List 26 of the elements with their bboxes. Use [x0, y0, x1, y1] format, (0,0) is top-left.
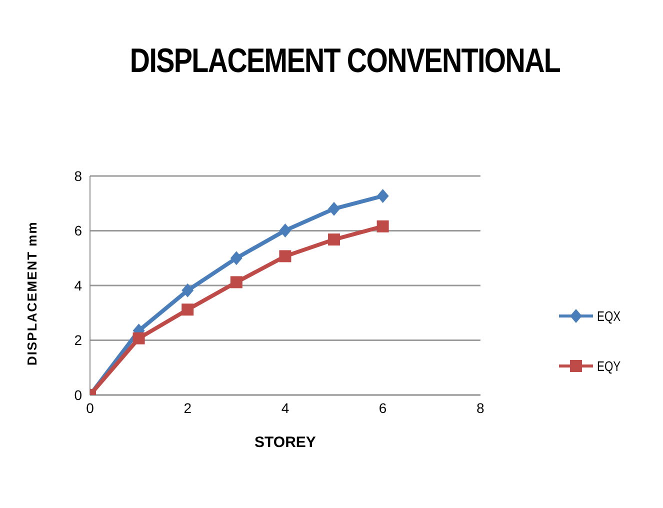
- legend-label: EQX: [597, 308, 622, 324]
- x-tick-label: 8: [476, 400, 485, 416]
- y-tick-label: 4: [74, 277, 82, 294]
- point: [182, 304, 194, 316]
- point: [328, 202, 340, 216]
- x-tick-label: 2: [184, 400, 192, 416]
- point: [279, 250, 292, 262]
- point: [132, 332, 145, 344]
- x-tick-label: 4: [281, 400, 290, 416]
- point: [230, 251, 242, 266]
- x-axis-title: STOREY: [254, 434, 316, 451]
- y-tick-label: 8: [74, 168, 82, 184]
- point: [376, 188, 389, 203]
- chart-title: DISPLACEMENT CONVENTIONAL: [128, 42, 562, 81]
- point: [230, 276, 242, 288]
- y-tick-label: 2: [74, 332, 82, 348]
- point: [328, 234, 340, 246]
- x-tick-label: 0: [86, 400, 94, 416]
- y-tick-label: 6: [74, 222, 82, 239]
- x-tick-label: 6: [378, 400, 387, 416]
- y-axis-title: DISPLACEMENT mm: [24, 221, 40, 366]
- y-tick-label: 0: [74, 386, 82, 403]
- point: [182, 283, 194, 298]
- point: [279, 223, 292, 238]
- legend-label: EQY: [597, 358, 622, 374]
- point: [376, 220, 389, 232]
